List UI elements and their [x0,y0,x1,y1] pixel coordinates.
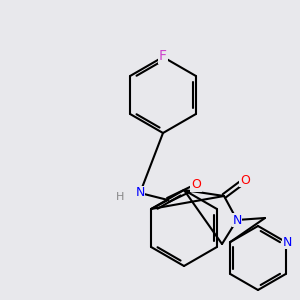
Text: O: O [191,178,201,191]
Text: O: O [240,173,250,187]
Text: N: N [232,214,242,226]
Text: F: F [159,49,167,63]
Text: N: N [135,187,145,200]
Text: H: H [116,192,124,202]
Text: N: N [283,236,292,248]
